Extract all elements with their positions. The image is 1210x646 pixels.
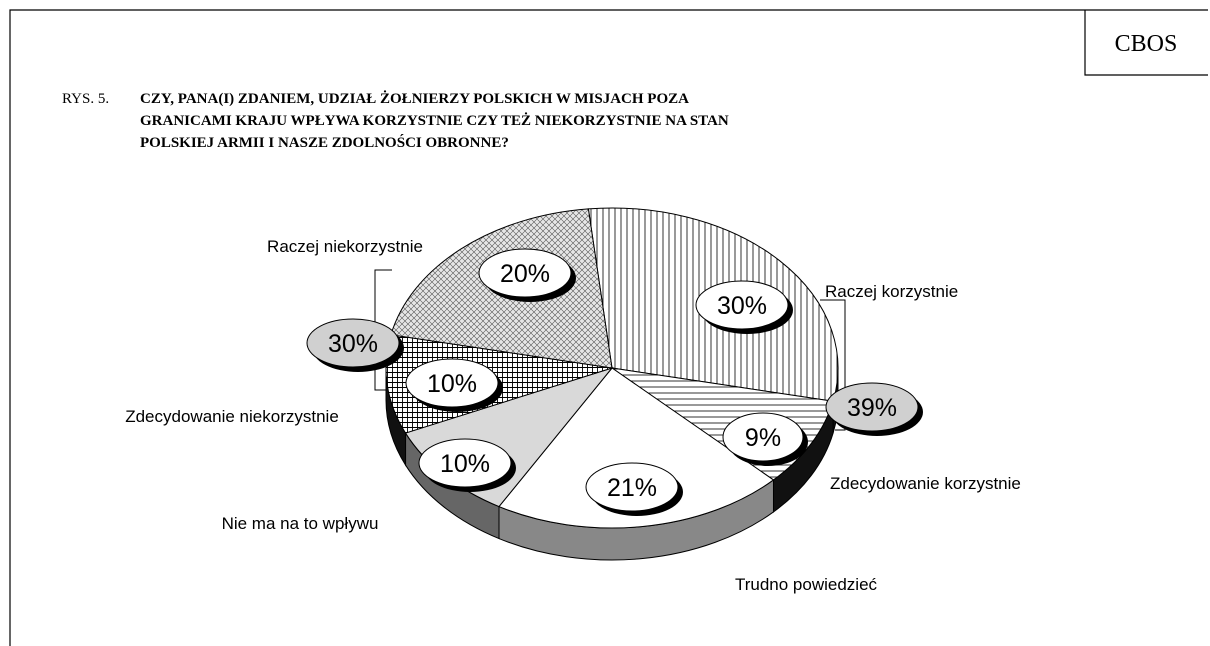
group-label-bubble — [825, 382, 919, 432]
category-label: Nie ma na to wpływu — [222, 514, 379, 533]
value-label: 20% — [500, 260, 550, 288]
group-label-bubble — [306, 318, 400, 368]
value-label-bubble — [695, 280, 789, 330]
labels: 30% 9% 21% 10% 10% 20% Raczej korzystnie Zdecyd… — [125, 237, 1021, 594]
category-label: Zdecydowanie niekorzystnie — [125, 407, 339, 426]
value-label: 10% — [440, 450, 490, 478]
frame — [9, 9, 1208, 646]
group-label: 30% — [328, 330, 378, 358]
source: CBOS — [1115, 31, 1178, 57]
category-label: Zdecydowanie korzystnie — [830, 474, 1021, 493]
figure-label: RYS. 5. — [62, 91, 109, 107]
title-line: CZY, PANA(I) ZDANIEM, UDZIAŁ ŻOŁNIERZY P… — [140, 90, 689, 107]
group-label: 39% — [847, 394, 897, 422]
category-label: Trudno powiedzieć — [735, 575, 878, 594]
title-line: GRANICAMI KRAJU WPŁYWA KORZYSTNIE CZY TE… — [140, 112, 729, 129]
title-line: POLSKIEJ ARMII I NASZE ZDOLNOŚCI OBRONNE… — [140, 134, 509, 151]
value-label-bubble — [405, 358, 499, 408]
category-label: Raczej korzystnie — [825, 282, 958, 301]
value-label: 30% — [717, 292, 767, 320]
source-box — [1084, 10, 1208, 76]
slice — [498, 367, 775, 529]
value-label-bubble — [418, 438, 512, 488]
value-label: 21% — [607, 474, 657, 502]
category-label: Raczej niekorzystnie — [267, 237, 423, 256]
value-label-bubble — [585, 462, 679, 512]
value-label-bubble — [478, 248, 572, 298]
value-label-bubble — [722, 412, 804, 462]
value-label: 9% — [745, 424, 781, 452]
value-label: 10% — [427, 370, 477, 398]
bracket — [820, 299, 846, 431]
